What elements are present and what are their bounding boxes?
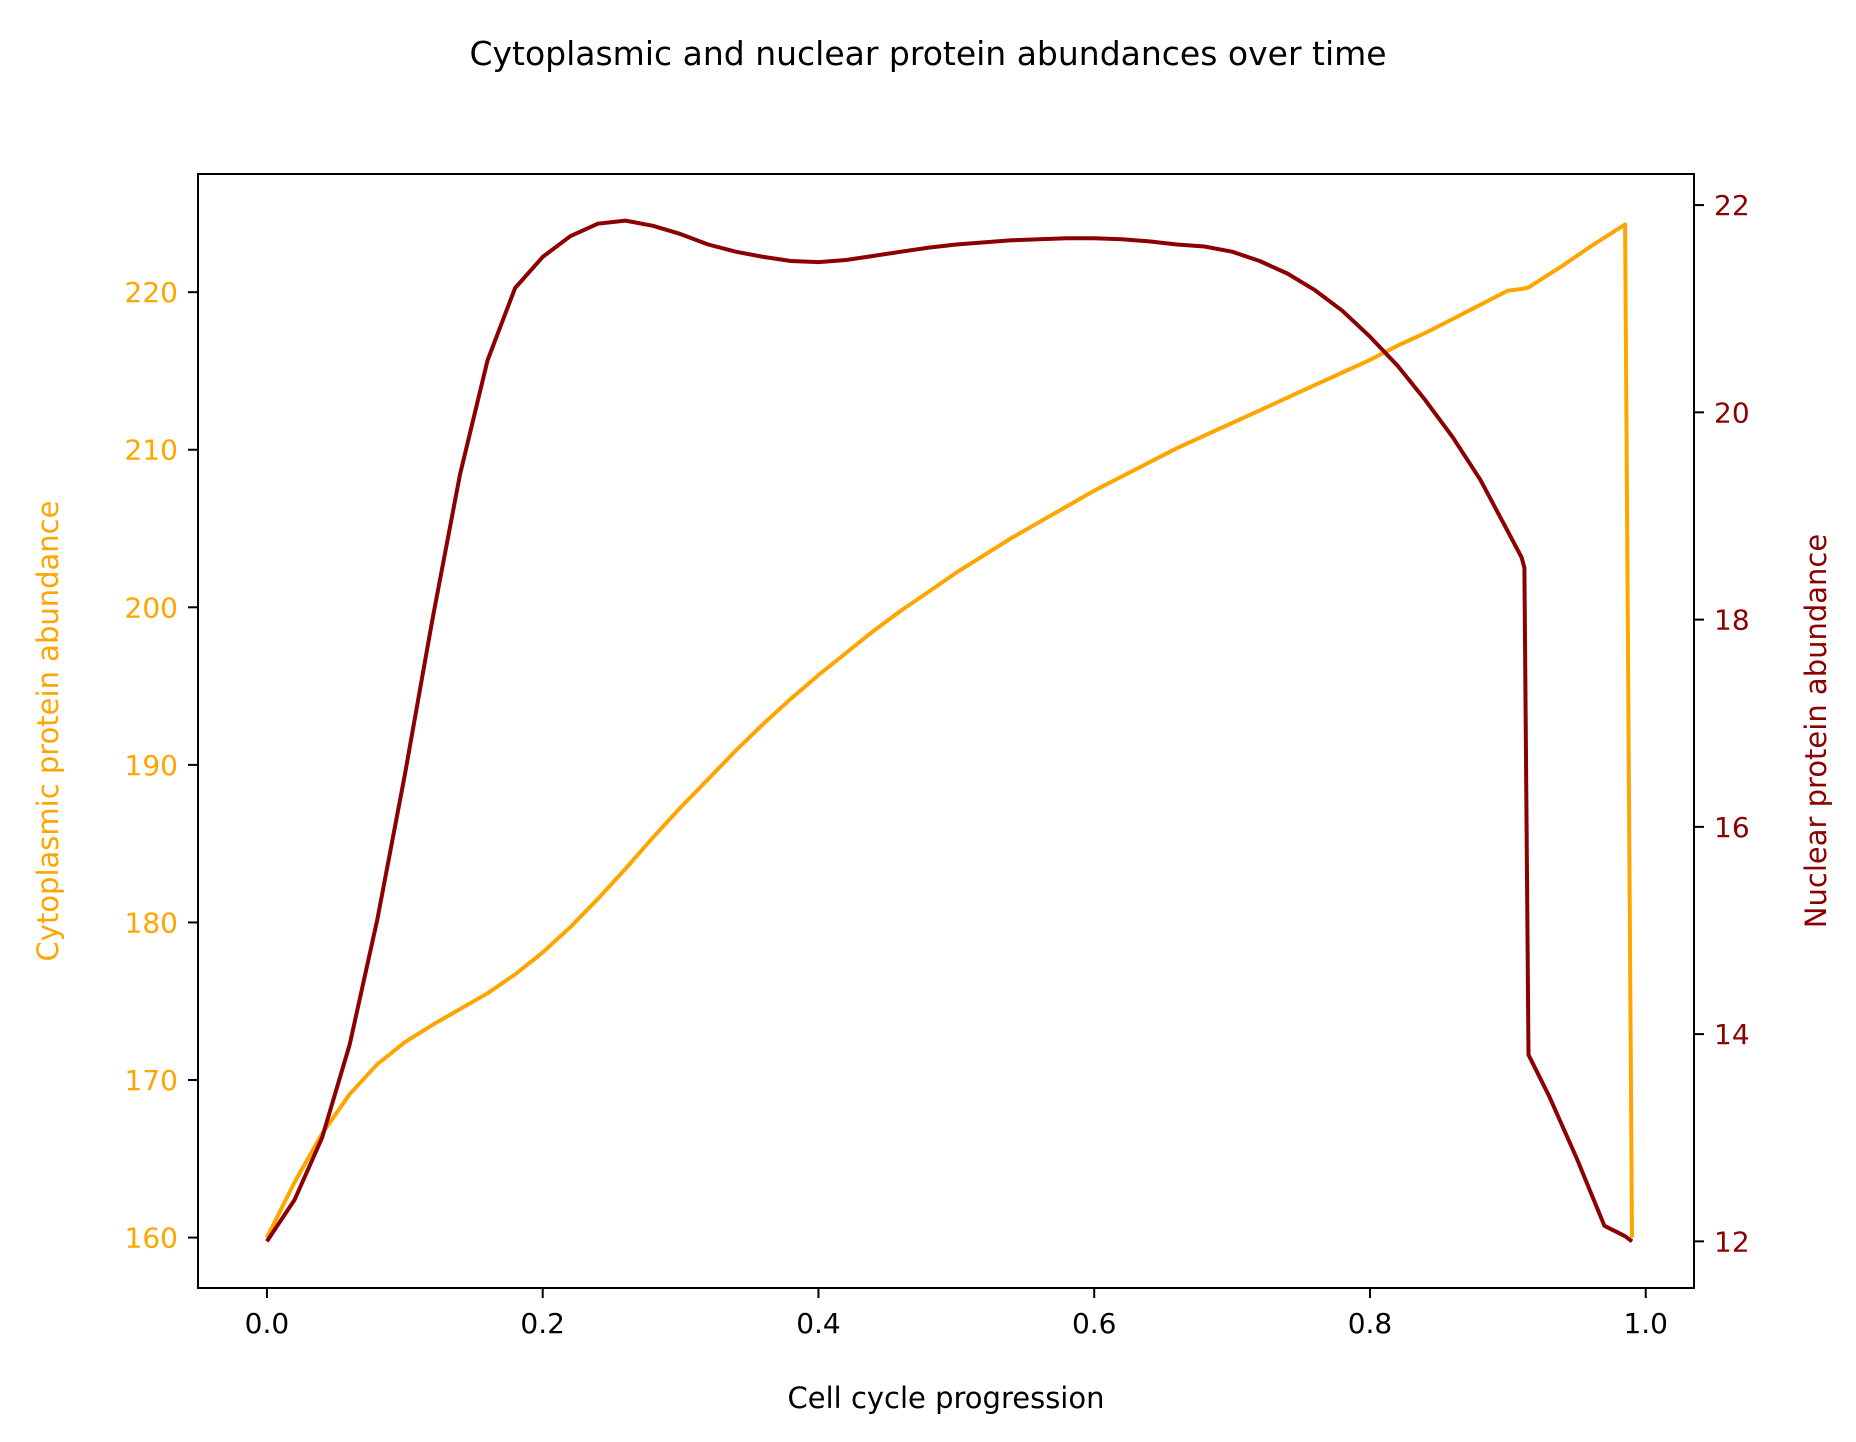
right-y-tick-label: 12 xyxy=(1714,1225,1750,1258)
right-y-tick-label: 14 xyxy=(1714,1018,1750,1051)
left-y-tick-label: 180 xyxy=(125,906,178,939)
left-y-axis-label: Cytoplasmic protein abundance xyxy=(31,501,65,962)
right-y-tick-label: 22 xyxy=(1714,189,1750,222)
x-tick-label: 0.4 xyxy=(796,1307,841,1340)
plot-frame xyxy=(197,173,1695,1289)
right-y-axis-label: Nuclear protein abundance xyxy=(1799,534,1833,928)
left-y-axis-ticks: 160 170 180 190 200 210 220 xyxy=(125,276,198,1255)
x-tick-label: 1.0 xyxy=(1623,1307,1668,1340)
nuclear-series-line xyxy=(265,218,1634,1243)
left-y-tick-label: 220 xyxy=(125,276,178,309)
x-tick-label: 0.6 xyxy=(1072,1307,1117,1340)
x-tick-label: 0.8 xyxy=(1348,1307,1393,1340)
right-y-axis-ticks: 12 14 16 18 20 22 xyxy=(1694,189,1750,1258)
right-y-tick-label: 16 xyxy=(1714,811,1750,844)
left-y-tick-label: 210 xyxy=(125,434,178,467)
left-y-tick-label: 160 xyxy=(125,1222,178,1255)
x-axis-ticks: 0.0 0.2 0.4 0.6 0.8 1.0 xyxy=(245,1288,1668,1340)
cytoplasmic-series-line xyxy=(265,222,1634,1239)
left-y-tick-label: 190 xyxy=(125,749,178,782)
left-y-tick-label: 200 xyxy=(125,591,178,624)
plot-lines xyxy=(265,218,1634,1243)
chart-title: Cytoplasmic and nuclear protein abundanc… xyxy=(469,34,1386,73)
x-axis-label: Cell cycle progression xyxy=(788,1381,1105,1415)
left-y-tick-label: 170 xyxy=(125,1064,178,1097)
x-tick-label: 0.0 xyxy=(245,1307,290,1340)
right-y-tick-label: 18 xyxy=(1714,604,1750,637)
x-tick-label: 0.2 xyxy=(520,1307,565,1340)
right-y-tick-label: 20 xyxy=(1714,396,1750,429)
